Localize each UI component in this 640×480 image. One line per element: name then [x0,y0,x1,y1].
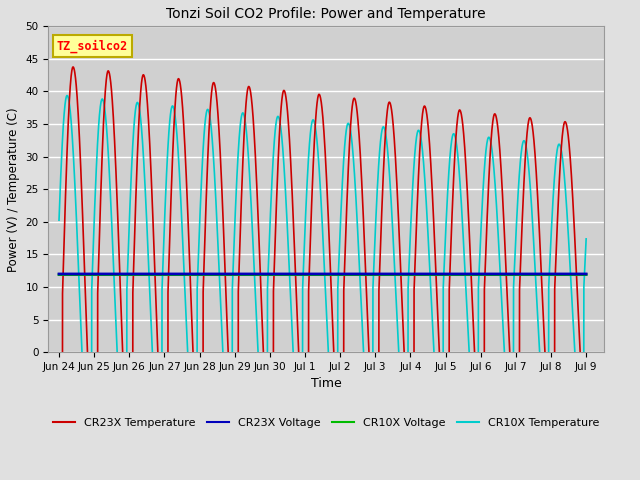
Text: TZ_soilco2: TZ_soilco2 [57,39,128,53]
X-axis label: Time: Time [311,377,342,390]
Legend: CR23X Temperature, CR23X Voltage, CR10X Voltage, CR10X Temperature: CR23X Temperature, CR23X Voltage, CR10X … [49,413,604,432]
Y-axis label: Power (V) / Temperature (C): Power (V) / Temperature (C) [7,107,20,272]
Title: Tonzi Soil CO2 Profile: Power and Temperature: Tonzi Soil CO2 Profile: Power and Temper… [166,7,486,21]
